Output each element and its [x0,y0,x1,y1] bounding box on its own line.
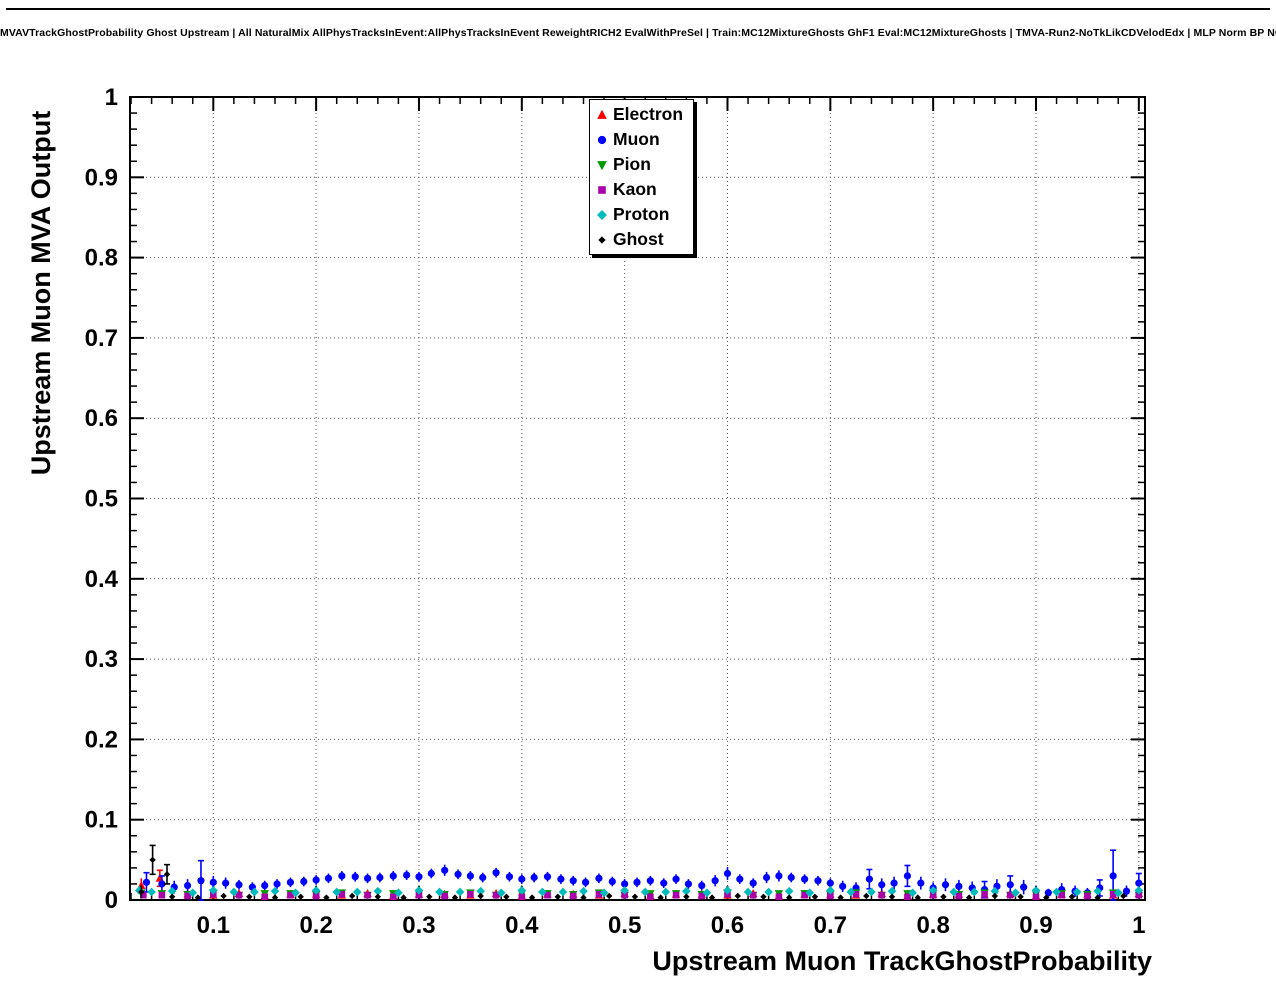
x-tick-label: 0.5 [608,912,641,939]
legend-entry-label: Proton [613,204,670,224]
legend-entry-proton: Proton [594,202,683,227]
circle-marker-icon [597,135,607,144]
canvas-top-border [6,8,1270,10]
x-tick-label: 0.4 [505,912,539,939]
legend-entry-muon: Muon [594,127,683,152]
legend-entry-label: Kaon [613,179,657,199]
x-axis-title: Upstream Muon TrackGhostProbability [652,946,1152,976]
series-kaon [140,891,1143,901]
x-tick-label: 0.1 [197,912,230,939]
series-ghost [138,844,1127,901]
legend-entry-pion: Pion [594,152,683,177]
x-tick-label: 0.7 [814,912,847,939]
y-tick-label: 0.8 [85,245,118,272]
triangle-down-marker-icon [597,160,607,170]
square-marker-icon [598,185,606,194]
x-tick-label: 0.3 [402,912,435,939]
y-tick-label: 0.9 [85,164,118,191]
y-tick-label: 0.5 [85,486,118,513]
x-tick-label: 0.2 [299,912,332,939]
y-tick-label: 0.1 [85,807,118,834]
legend-entry-ghost: Ghost [594,227,683,252]
x-tick-label: 1 [1132,912,1145,939]
y-tick-label: 0.2 [85,726,118,753]
legend-entry-label: Electron [613,104,684,124]
series-proton [134,886,1144,898]
series-muon [142,849,1143,901]
legend-entry-label: Muon [613,129,660,149]
diamond-small-marker-icon [598,235,606,244]
plot-title: MVAVTrackGhostProbability Ghost Upstream… [0,27,1276,39]
x-tick-label: 0.9 [1019,912,1052,939]
triangle-up-marker-icon [597,109,607,119]
y-tick-label: 1 [105,84,118,111]
y-tick-label: 0.6 [85,405,118,432]
legend-entry-electron: Electron [594,102,683,127]
y-tick-label: 0.3 [85,646,118,673]
y-axis-title: Upstream Muon MVA Output [26,110,56,476]
legend-entry-label: Pion [613,154,651,174]
x-tick-label: 0.8 [916,912,949,939]
diamond-marker-icon [597,209,607,220]
x-tick-label: 0.6 [711,912,744,939]
legend-entry-label: Ghost [613,229,664,249]
y-tick-label: 0.4 [85,566,119,593]
y-tick-label: 0.7 [85,325,118,352]
tick-labels: 0.1 0.2 0.3 0.4 0.5 0.6 0.7 0.8 0.9 1 0 0.1 0.2 0.3 0.… [85,84,1146,939]
legend-entry-kaon: Kaon [594,177,683,202]
legend: Electron Muon Pion Kaon Proton Ghost [589,99,695,255]
y-tick-label: 0 [105,887,118,914]
